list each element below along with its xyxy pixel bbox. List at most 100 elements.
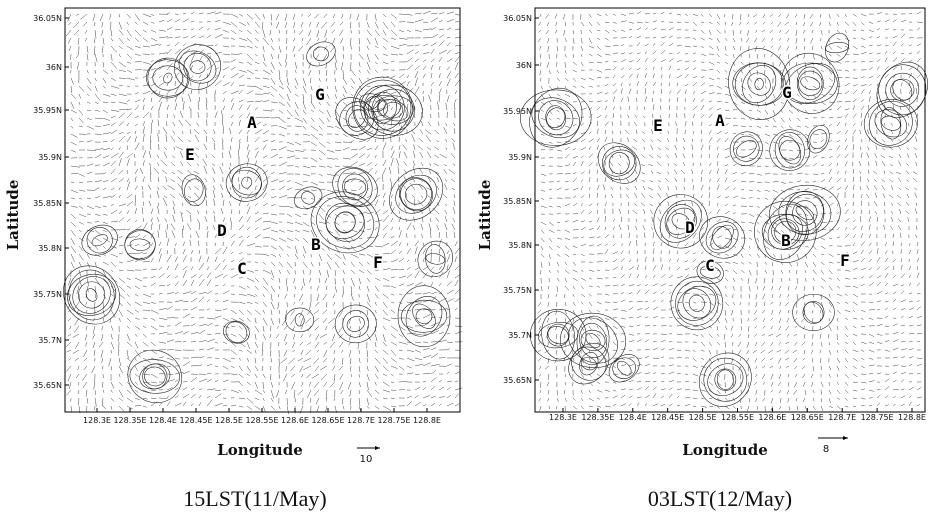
wind-vector xyxy=(645,404,647,406)
wind-vector xyxy=(709,101,712,102)
wind-vector xyxy=(111,161,116,166)
wind-vector xyxy=(111,334,112,339)
wind-vector xyxy=(415,30,422,32)
wind-vector xyxy=(581,161,583,166)
contour xyxy=(232,167,262,199)
wind-vector xyxy=(127,260,134,262)
wind-vector xyxy=(917,266,918,270)
wind-vector xyxy=(119,187,120,190)
wind-vector xyxy=(753,14,757,17)
wind-vector xyxy=(637,74,638,78)
wind-vector xyxy=(691,169,693,174)
wind-vector xyxy=(565,278,567,282)
wind-vector xyxy=(810,38,813,43)
wind-vector xyxy=(620,155,621,158)
wind-vector xyxy=(797,278,798,284)
wind-vector xyxy=(135,186,138,190)
wind-vector xyxy=(191,377,197,382)
wind-vector xyxy=(773,254,775,257)
wind-vector xyxy=(375,139,376,142)
wind-vector xyxy=(557,150,562,151)
wind-vector xyxy=(829,374,831,378)
wind-vector xyxy=(709,114,712,118)
wind-vector xyxy=(877,257,880,262)
wind-vector xyxy=(770,302,773,304)
wind-vector xyxy=(263,310,265,313)
wind-vector xyxy=(271,46,274,50)
wind-vector xyxy=(629,357,634,358)
wind-vector xyxy=(659,210,661,214)
wind-vector xyxy=(255,382,258,388)
wind-vector xyxy=(127,350,128,359)
contour xyxy=(182,176,206,204)
wind-vector xyxy=(725,54,728,56)
wind-vector xyxy=(573,30,574,34)
wind-vector xyxy=(430,229,431,238)
wind-vector xyxy=(311,182,318,185)
wind-vector xyxy=(565,165,570,166)
wind-vector xyxy=(757,190,760,192)
wind-vector xyxy=(301,374,303,377)
wind-vector xyxy=(605,155,606,158)
wind-vector xyxy=(709,93,715,94)
wind-vector xyxy=(685,90,686,94)
wind-vector xyxy=(199,274,202,278)
wind-vector xyxy=(613,302,617,303)
wind-vector xyxy=(127,245,132,246)
wind-vector xyxy=(621,14,626,16)
wind-vector xyxy=(573,406,577,409)
wind-vector xyxy=(391,302,394,303)
wind-vector xyxy=(367,229,371,230)
wind-vector xyxy=(693,67,696,70)
wind-vector xyxy=(375,14,376,21)
wind-vector xyxy=(341,62,343,70)
wind-vector xyxy=(763,382,765,385)
wind-vector xyxy=(885,379,889,382)
wind-vector xyxy=(549,254,551,259)
wind-vector xyxy=(741,62,743,65)
wind-vector xyxy=(755,278,757,283)
wind-vector xyxy=(294,30,295,33)
wind-vector xyxy=(435,130,439,134)
wind-vector xyxy=(677,357,682,358)
wind-vector xyxy=(343,254,346,260)
wind-vector xyxy=(423,44,428,46)
wind-vector xyxy=(693,334,698,336)
wind-vector xyxy=(597,14,601,16)
wind-vector xyxy=(821,117,825,118)
wind-vector xyxy=(669,348,674,350)
wind-vector xyxy=(581,406,584,409)
contour xyxy=(399,290,449,343)
wind-vector xyxy=(399,151,400,158)
wind-vector xyxy=(556,302,557,307)
wind-vector xyxy=(271,14,272,21)
x-tick-label: 128.5E xyxy=(215,416,243,425)
wind-vector xyxy=(455,52,459,54)
wind-vector xyxy=(621,267,623,270)
wind-vector xyxy=(311,198,314,199)
contour xyxy=(800,298,827,326)
wind-vector xyxy=(668,201,669,206)
wind-vector xyxy=(901,291,904,294)
wind-vector xyxy=(778,46,781,50)
wind-vector xyxy=(813,86,817,89)
wind-vector xyxy=(869,282,874,286)
wind-vector xyxy=(901,325,905,326)
wind-vector xyxy=(597,302,602,304)
wind-vector xyxy=(399,44,406,46)
wind-vector xyxy=(454,231,455,238)
wind-vector xyxy=(777,22,781,27)
wind-vector xyxy=(685,404,690,406)
wind-vector xyxy=(429,95,431,102)
wind-vector xyxy=(311,86,312,91)
wind-vector xyxy=(709,69,713,70)
wind-vector xyxy=(747,30,749,36)
wind-vector xyxy=(383,310,388,315)
wind-vector xyxy=(263,165,266,166)
wind-vector xyxy=(793,390,797,394)
wind-vector xyxy=(375,22,378,29)
wind-vector xyxy=(207,273,211,278)
wind-vector xyxy=(111,148,113,150)
wind-vector xyxy=(173,215,175,222)
wind-vector xyxy=(309,278,311,283)
